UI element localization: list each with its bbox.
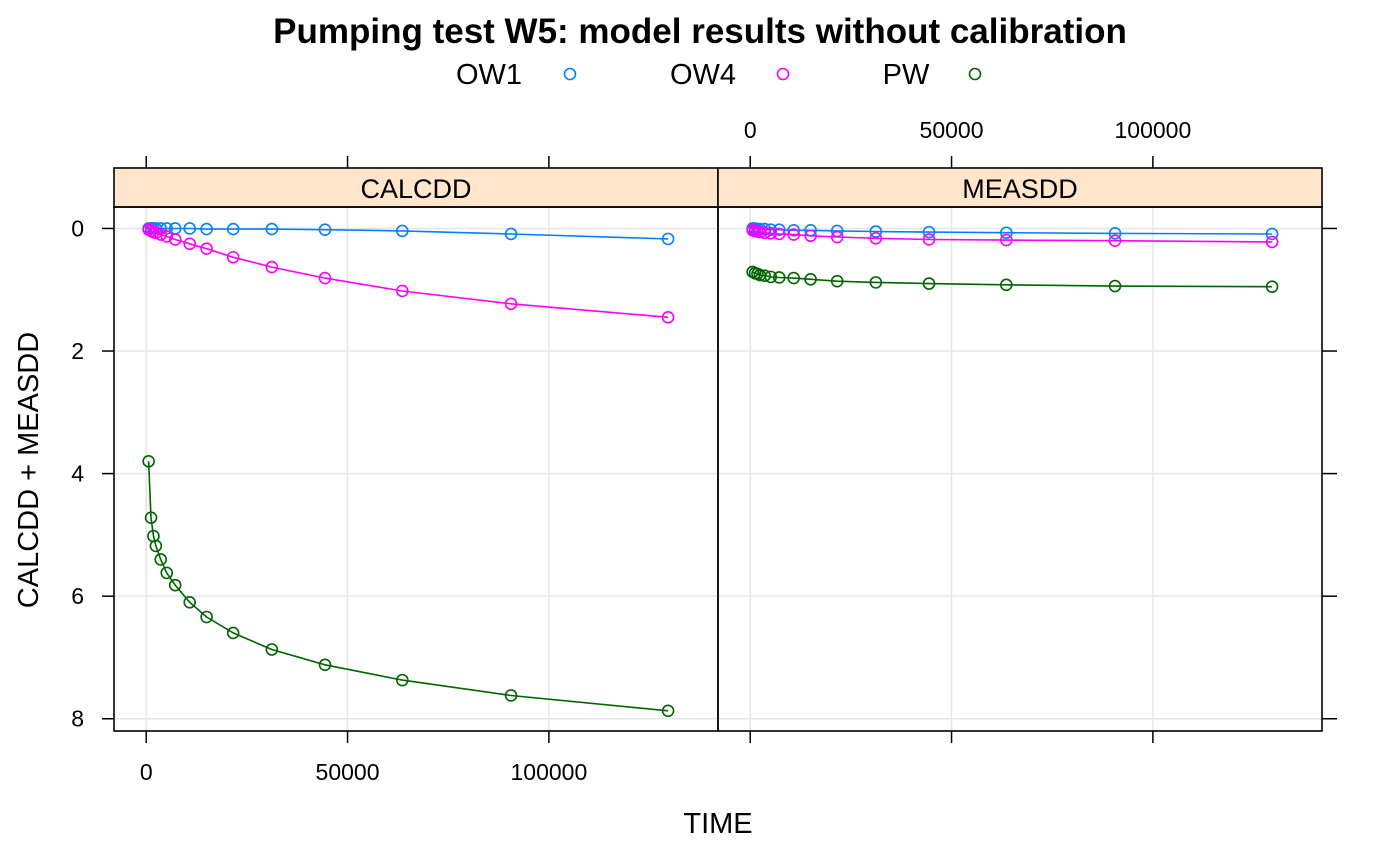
data-point-pw <box>869 276 883 289</box>
y-tick-label: 4 <box>71 461 84 487</box>
data-point-ow1 <box>1265 227 1279 241</box>
strip-label: MEASDD <box>962 174 1078 204</box>
x-tick-label: 100000 <box>511 759 588 785</box>
data-point-ow4 <box>160 230 174 243</box>
series-line-pw <box>147 461 669 712</box>
data-point-pw <box>160 566 174 580</box>
strip-label: CALCDD <box>360 174 471 204</box>
data-point-ow4 <box>804 229 817 243</box>
data-point-ow1 <box>504 227 518 241</box>
data-point-pw <box>396 673 409 687</box>
legend-marker-pw <box>968 67 982 81</box>
x-tick-label: 50000 <box>920 117 984 143</box>
data-point-ow4 <box>183 237 197 251</box>
data-point-pw <box>183 595 197 609</box>
data-point-pw <box>764 270 778 284</box>
data-point-pw <box>149 539 163 553</box>
data-point-pw <box>1108 279 1122 293</box>
data-point-pw <box>758 269 772 282</box>
x-axis-label: TIME <box>683 808 752 840</box>
data-point-ow4 <box>830 230 844 244</box>
y-tick-label: 0 <box>71 215 84 241</box>
data-point-pw <box>504 689 518 702</box>
data-point-pw <box>1265 280 1279 293</box>
data-point-ow4 <box>318 271 332 285</box>
panels: CALCDD MEASDD <box>113 167 1323 732</box>
data-point-pw <box>318 658 332 672</box>
y-tick-label: 6 <box>71 583 84 609</box>
axes: 0 50000 100000 0 2 4 6 8 0 50000 100000 <box>71 117 1337 785</box>
data-point-pw <box>226 626 240 640</box>
data-point-ow4 <box>1265 235 1279 249</box>
data-point-ow4 <box>200 242 213 255</box>
data-point-ow1 <box>396 224 409 238</box>
legend-label-ow4: OW4 <box>670 59 736 91</box>
data-point-pw <box>922 277 936 290</box>
data-point-pw <box>787 271 801 285</box>
data-point-pw <box>830 274 844 288</box>
data-point-ow1 <box>226 222 240 236</box>
data-point-ow4 <box>922 233 936 246</box>
data-point-pw <box>265 643 279 656</box>
data-point-ow4 <box>787 228 801 241</box>
data-point-pw <box>154 553 168 566</box>
legend-marker-ow1 <box>563 67 577 81</box>
data-point-ow4 <box>1108 234 1122 248</box>
y-axis-label: CALCDD + MEASDD <box>13 332 45 608</box>
data-point-ow1 <box>200 222 213 236</box>
data-point-pw <box>144 511 158 525</box>
chart-title: Pumping test W5: model results without c… <box>273 12 1127 51</box>
y-tick-label: 8 <box>71 706 84 732</box>
data-point-ow4 <box>758 226 772 240</box>
data-point-ow4 <box>396 284 409 298</box>
data-point-pw <box>142 455 155 468</box>
data-point-ow1 <box>183 222 197 235</box>
data-point-ow4 <box>168 233 182 246</box>
data-point-ow1 <box>318 223 332 236</box>
data-point-ow4 <box>661 311 675 324</box>
data-point-ow1 <box>922 225 936 239</box>
strip-calcdd <box>113 167 719 208</box>
panel-measdd: MEASDD <box>717 167 1323 732</box>
data-point-pw <box>772 271 786 284</box>
data-point-ow1 <box>265 222 279 236</box>
data-point-ow4 <box>226 250 240 264</box>
data-point-ow4 <box>265 260 279 274</box>
data-point-ow1 <box>1108 227 1122 240</box>
x-tick-label: 0 <box>140 759 153 785</box>
legend-label-pw: PW <box>883 59 930 91</box>
y-tick-label: 2 <box>71 338 84 364</box>
data-point-ow4 <box>154 228 168 241</box>
data-point-ow4 <box>772 227 786 241</box>
data-point-pw <box>661 704 675 718</box>
legend-marker-ow4 <box>776 67 790 81</box>
data-point-pw <box>1000 278 1013 292</box>
data-point-ow4 <box>764 227 778 240</box>
x-tick-label: 0 <box>744 117 757 143</box>
data-point-ow1 <box>661 232 675 246</box>
legend-label-ow1: OW1 <box>456 59 522 91</box>
data-point-ow4 <box>869 231 883 245</box>
data-point-ow1 <box>1000 226 1013 240</box>
panel-frame <box>717 206 1323 732</box>
x-tick-label: 50000 <box>316 759 380 785</box>
x-tick-label: 100000 <box>1115 117 1192 143</box>
data-point-ow4 <box>1000 233 1013 247</box>
data-point-ow1 <box>869 225 883 238</box>
data-point-ow4 <box>504 297 518 311</box>
data-point-ow1 <box>787 223 801 237</box>
legend: OW1 OW4 PW <box>456 59 982 91</box>
data-point-pw <box>200 610 213 624</box>
data-point-pw <box>168 578 182 592</box>
data-point-pw <box>804 273 817 286</box>
